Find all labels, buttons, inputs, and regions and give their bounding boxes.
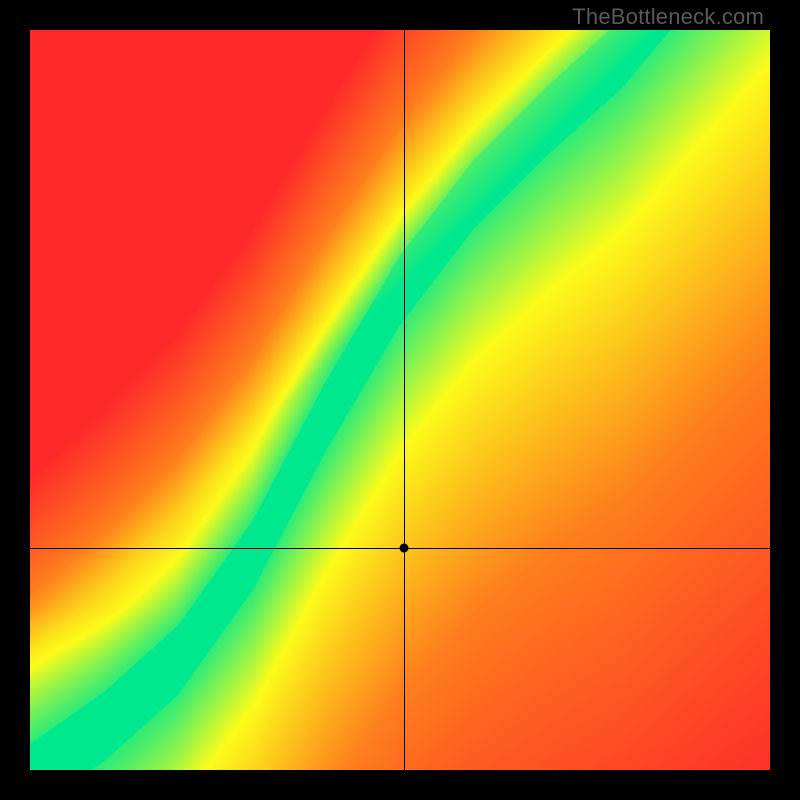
crosshair-marker-dot [399, 544, 408, 553]
heatmap-plot [30, 30, 770, 770]
heatmap-canvas [30, 30, 770, 770]
crosshair-vertical [404, 30, 405, 770]
watermark-text: TheBottleneck.com [572, 4, 764, 30]
